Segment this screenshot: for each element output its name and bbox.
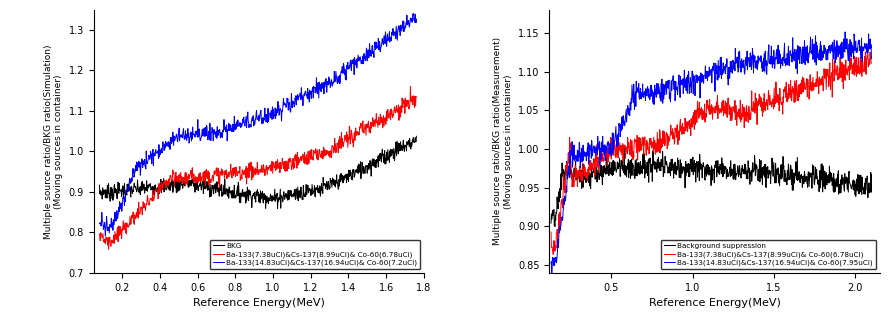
Ba-133(7.38uCi)&Cs-137(8.99uCi)& Co-60(6.78uCi) — [367, 116, 378, 120]
BKG — [367, 164, 378, 168]
Ba-133(7.38uCi)&Cs-137(8.99uCi)& Co-60(6.78uCi) — [630, 137, 640, 141]
Background suppression — [823, 181, 834, 185]
Legend: Background suppression, Ba-133(7.38uCi)&Cs-137(8.99uCi)& Co-60(6.78uCi), Ba-133(: Background suppression, Ba-133(7.38uCi)&… — [661, 240, 876, 269]
BKG — [287, 195, 297, 199]
Ba-133(7.38uCi)&Cs-137(8.99uCi)& Co-60(6.78uCi) — [788, 89, 798, 93]
Ba-133(7.38uCi)&Cs-137(8.99uCi)& Co-60(6.78uCi) — [296, 159, 307, 162]
Y-axis label: Multiple source ratio/BKG ratio(Measurement)
(Moving sources in container): Multiple source ratio/BKG ratio(Measurem… — [493, 37, 513, 245]
Ba-133(14.83uCi)&Cs-137(16.94uCi)& Co-60(7.2uCi) — [367, 52, 378, 56]
Background suppression — [774, 177, 785, 181]
Background suppression — [549, 224, 560, 228]
BKG — [113, 192, 124, 195]
Ba-133(7.38uCi)&Cs-137(8.99uCi)& Co-60(6.78uCi) — [822, 67, 833, 71]
Ba-133(14.83uCi)&Cs-137(16.94uCi)& Co-60(7.95uCi) — [774, 48, 785, 52]
Ba-133(14.83uCi)&Cs-137(16.94uCi)& Co-60(7.2uCi) — [408, 12, 419, 16]
Ba-133(7.38uCi)&Cs-137(8.99uCi)& Co-60(6.78uCi) — [581, 171, 592, 174]
Ba-133(14.83uCi)&Cs-137(16.94uCi)& Co-60(7.2uCi) — [100, 234, 111, 238]
BKG — [411, 134, 421, 138]
Ba-133(7.38uCi)&Cs-137(8.99uCi)& Co-60(6.78uCi) — [114, 234, 125, 238]
Ba-133(7.38uCi)&Cs-137(8.99uCi)& Co-60(6.78uCi) — [94, 232, 104, 236]
Legend: BKG, Ba-133(7.38uCi)&Cs-137(8.99uCi)& Co-60(6.78uCi), Ba-133(14.83uCi)&Cs-137(16: BKG, Ba-133(7.38uCi)&Cs-137(8.99uCi)& Co… — [210, 240, 421, 269]
Background suppression — [619, 143, 630, 147]
Ba-133(14.83uCi)&Cs-137(16.94uCi)& Co-60(7.2uCi) — [296, 96, 307, 99]
Y-axis label: Multiple source ratio/BKG ratio(Simulation)
(Moving sources in container): Multiple source ratio/BKG ratio(Simulati… — [44, 44, 63, 239]
Ba-133(7.38uCi)&Cs-137(8.99uCi)& Co-60(6.78uCi) — [104, 247, 114, 251]
Ba-133(14.83uCi)&Cs-137(16.94uCi)& Co-60(7.2uCi) — [279, 103, 289, 107]
X-axis label: Reference Energy(MeV): Reference Energy(MeV) — [648, 298, 780, 308]
Line: BKG: BKG — [99, 136, 416, 209]
Line: Ba-133(14.83uCi)&Cs-137(16.94uCi)& Co-60(7.95uCi): Ba-133(14.83uCi)&Cs-137(16.94uCi)& Co-60… — [551, 32, 872, 276]
Ba-133(7.38uCi)&Cs-137(8.99uCi)& Co-60(6.78uCi) — [405, 85, 416, 89]
Ba-133(14.83uCi)&Cs-137(16.94uCi)& Co-60(7.95uCi) — [581, 159, 592, 162]
Ba-133(7.38uCi)&Cs-137(8.99uCi)& Co-60(6.78uCi) — [860, 50, 871, 54]
BKG — [279, 190, 289, 194]
Background suppression — [630, 159, 640, 162]
Line: Background suppression: Background suppression — [551, 145, 872, 226]
Ba-133(14.83uCi)&Cs-137(16.94uCi)& Co-60(7.2uCi) — [411, 17, 421, 21]
Line: Ba-133(14.83uCi)&Cs-137(16.94uCi)& Co-60(7.2uCi): Ba-133(14.83uCi)&Cs-137(16.94uCi)& Co-60… — [99, 14, 416, 236]
Background suppression — [581, 176, 592, 180]
BKG — [335, 173, 346, 177]
Line: Ba-133(7.38uCi)&Cs-137(8.99uCi)& Co-60(6.78uCi): Ba-133(7.38uCi)&Cs-137(8.99uCi)& Co-60(6… — [551, 52, 872, 255]
Ba-133(7.38uCi)&Cs-137(8.99uCi)& Co-60(6.78uCi) — [774, 99, 785, 103]
Ba-133(14.83uCi)&Cs-137(16.94uCi)& Co-60(7.95uCi) — [866, 57, 877, 61]
Line: Ba-133(7.38uCi)&Cs-137(8.99uCi)& Co-60(6.78uCi): Ba-133(7.38uCi)&Cs-137(8.99uCi)& Co-60(6… — [99, 87, 416, 249]
Ba-133(14.83uCi)&Cs-137(16.94uCi)& Co-60(7.95uCi) — [788, 36, 798, 40]
Ba-133(14.83uCi)&Cs-137(16.94uCi)& Co-60(7.95uCi) — [839, 30, 850, 34]
Ba-133(7.38uCi)&Cs-137(8.99uCi)& Co-60(6.78uCi) — [546, 230, 556, 234]
BKG — [94, 183, 104, 187]
Ba-133(14.83uCi)&Cs-137(16.94uCi)& Co-60(7.95uCi) — [822, 50, 833, 54]
Ba-133(7.38uCi)&Cs-137(8.99uCi)& Co-60(6.78uCi) — [335, 139, 346, 142]
Background suppression — [788, 188, 798, 192]
Ba-133(14.83uCi)&Cs-137(16.94uCi)& Co-60(7.95uCi) — [547, 274, 557, 278]
Ba-133(7.38uCi)&Cs-137(8.99uCi)& Co-60(6.78uCi) — [683, 120, 694, 124]
Ba-133(14.83uCi)&Cs-137(16.94uCi)& Co-60(7.2uCi) — [335, 79, 346, 83]
BKG — [272, 207, 283, 211]
Background suppression — [546, 221, 556, 225]
Ba-133(7.38uCi)&Cs-137(8.99uCi)& Co-60(6.78uCi) — [279, 161, 289, 165]
Ba-133(14.83uCi)&Cs-137(16.94uCi)& Co-60(7.95uCi) — [630, 94, 640, 98]
Ba-133(14.83uCi)&Cs-137(16.94uCi)& Co-60(7.95uCi) — [546, 262, 556, 266]
Ba-133(14.83uCi)&Cs-137(16.94uCi)& Co-60(7.2uCi) — [94, 222, 104, 226]
Ba-133(14.83uCi)&Cs-137(16.94uCi)& Co-60(7.2uCi) — [287, 106, 297, 109]
Ba-133(7.38uCi)&Cs-137(8.99uCi)& Co-60(6.78uCi) — [547, 253, 558, 256]
Background suppression — [866, 173, 877, 177]
Ba-133(14.83uCi)&Cs-137(16.94uCi)& Co-60(7.2uCi) — [114, 210, 125, 214]
Ba-133(14.83uCi)&Cs-137(16.94uCi)& Co-60(7.95uCi) — [683, 80, 694, 84]
X-axis label: Reference Energy(MeV): Reference Energy(MeV) — [193, 298, 325, 308]
Ba-133(7.38uCi)&Cs-137(8.99uCi)& Co-60(6.78uCi) — [866, 61, 877, 65]
BKG — [296, 194, 307, 198]
Ba-133(7.38uCi)&Cs-137(8.99uCi)& Co-60(6.78uCi) — [287, 164, 297, 168]
Background suppression — [683, 174, 694, 178]
Ba-133(7.38uCi)&Cs-137(8.99uCi)& Co-60(6.78uCi) — [411, 95, 421, 99]
